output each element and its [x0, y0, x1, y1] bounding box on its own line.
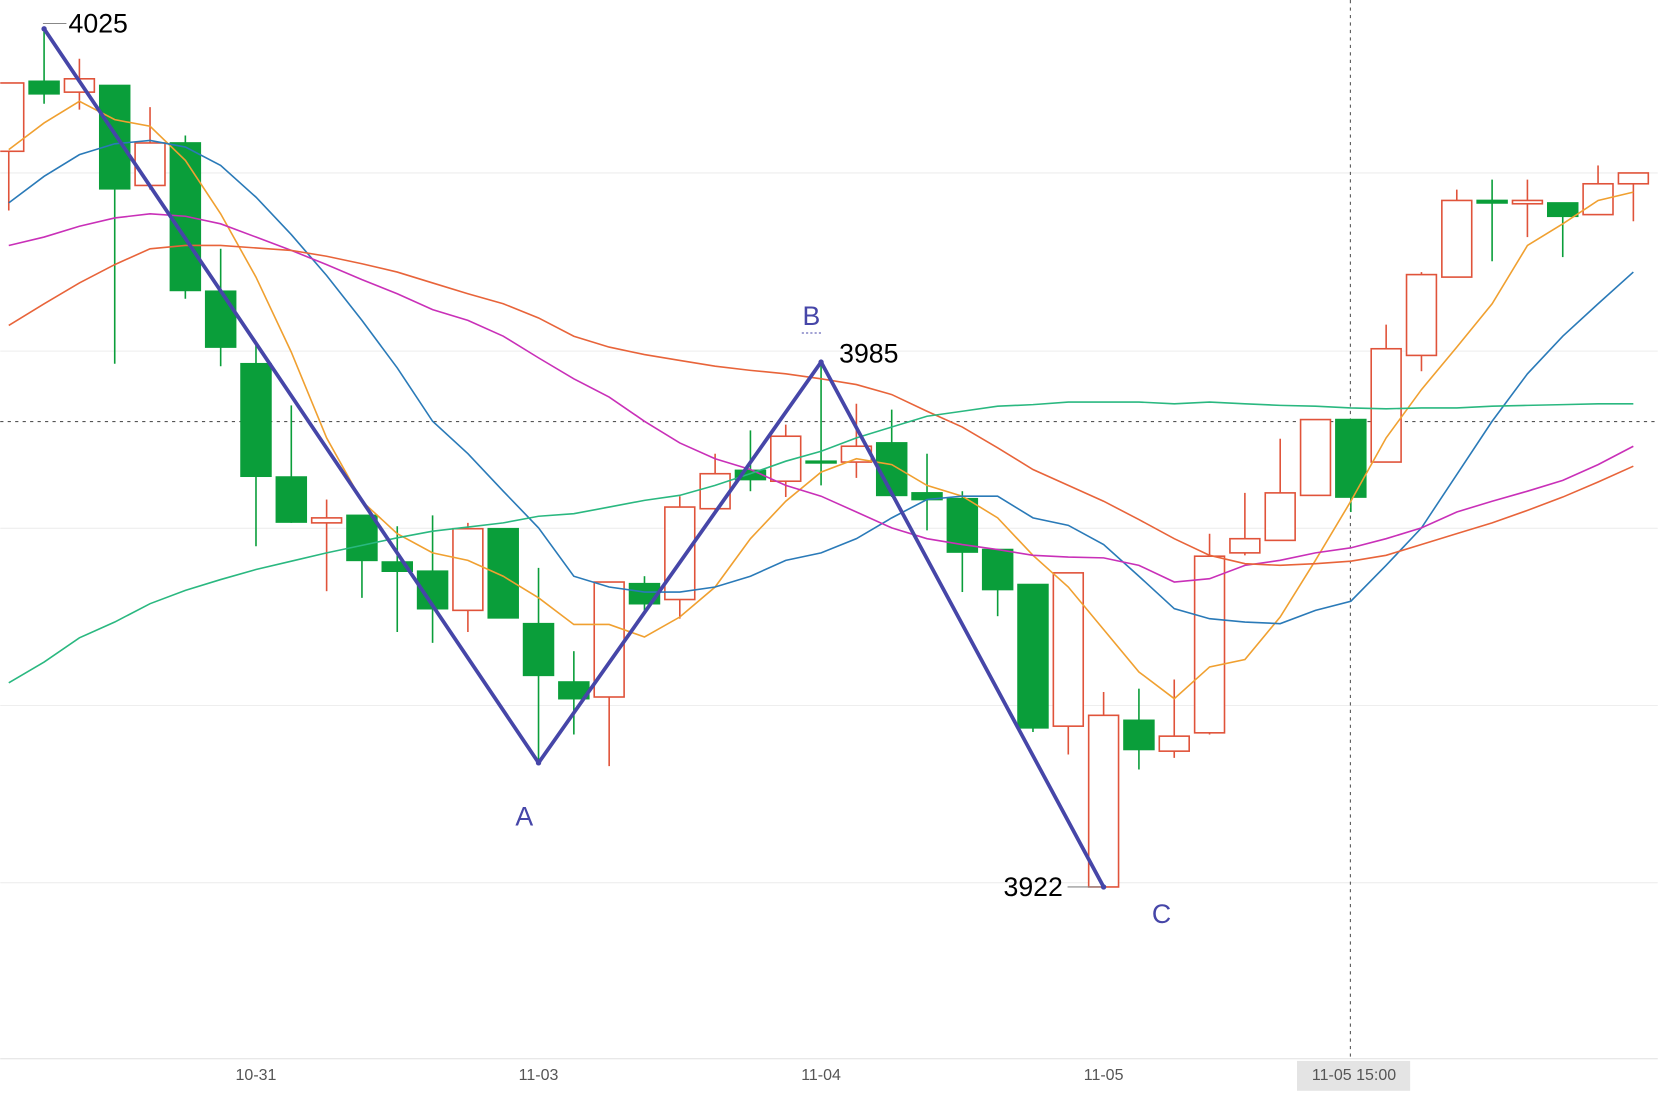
annotation: 3985 [839, 338, 898, 368]
candle-body [1052, 572, 1085, 727]
candle-body [381, 561, 414, 572]
candle-body [28, 80, 60, 95]
x-tick-label: 11-04 [801, 1067, 841, 1084]
candle-body [734, 469, 767, 481]
candle-body [875, 442, 908, 497]
candle-body [1476, 199, 1508, 204]
candle-body [275, 476, 308, 523]
ma-line [8, 401, 1634, 684]
annotation: C [1152, 899, 1171, 929]
x-tick-label: 11-03 [519, 1067, 559, 1084]
candle-body [134, 142, 166, 187]
candle-body [699, 472, 731, 510]
candle-body [98, 84, 131, 190]
candle-body [240, 362, 272, 478]
candle-body [0, 82, 25, 153]
pattern-point [41, 26, 47, 32]
ma-line [8, 244, 1634, 567]
candle-body [1123, 719, 1155, 751]
candle-body [522, 622, 555, 677]
pattern-point [1100, 884, 1107, 890]
candle-body [310, 517, 343, 524]
candle-body [452, 527, 484, 612]
annotation: 4025 [69, 9, 128, 39]
candle-body [1264, 492, 1296, 542]
candle-body [1405, 273, 1438, 357]
annotation: B [802, 301, 820, 331]
pattern-point [818, 359, 824, 365]
annotation: 3922 [1004, 872, 1063, 902]
ma-line [8, 100, 1634, 700]
x-tick-label: 11-05 [1084, 1067, 1124, 1084]
candle-body [1582, 182, 1614, 216]
candle-body [1370, 347, 1402, 463]
candle-body [981, 548, 1014, 591]
candle-body [1193, 555, 1226, 734]
plot [0, 26, 1650, 890]
x-tick-label: 11-05 15:00 [1312, 1067, 1396, 1084]
candle-body [1299, 418, 1332, 497]
ma-line [8, 139, 1634, 625]
pattern-line [42, 27, 1106, 888]
crosshair-label-bg [1297, 1060, 1411, 1091]
candle-body [1511, 199, 1544, 205]
candle-body [204, 290, 237, 348]
candle-body [664, 506, 696, 601]
candle-body [805, 460, 837, 464]
candle-body [1617, 172, 1650, 185]
x-tick-label: 10-31 [236, 1067, 277, 1084]
candle-body [1158, 735, 1190, 752]
candle-body [1017, 583, 1049, 729]
candle-body [1546, 202, 1579, 218]
labels: 4025 A B 3985 3922 C [42, 9, 1171, 929]
candle-body [1087, 714, 1120, 888]
candle-body [1441, 199, 1473, 278]
candle-body [1229, 537, 1261, 554]
candle-body [346, 514, 378, 562]
candle-body [487, 527, 519, 619]
annotation: A [515, 802, 533, 832]
candle-body [169, 142, 202, 292]
ma-line [8, 212, 1634, 583]
candle-body [1335, 418, 1367, 498]
pattern-point [535, 760, 542, 766]
